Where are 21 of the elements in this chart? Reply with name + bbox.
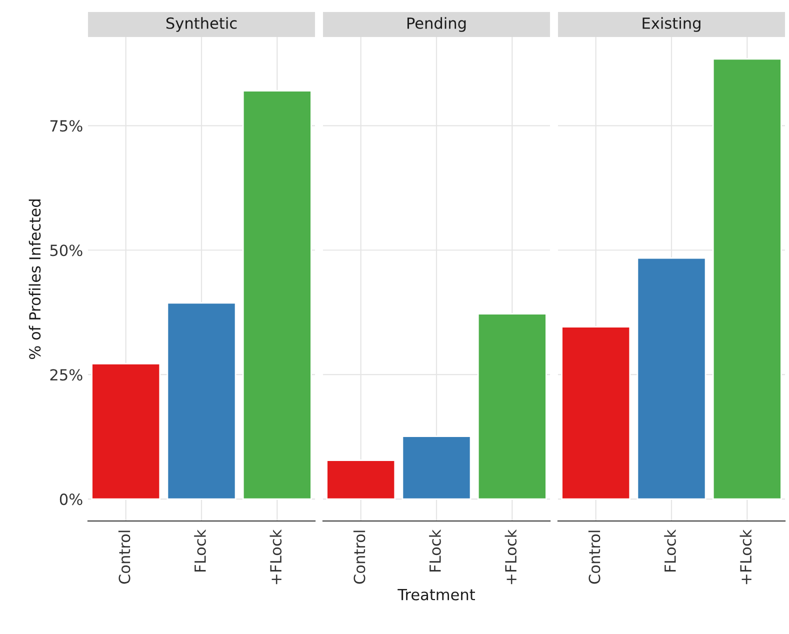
- chart-title: Existing: [642, 17, 700, 32]
- y-tick-label: 75%: [50, 120, 82, 132]
- x-tick-label: Control: [588, 530, 600, 584]
- x-tick-label: Control: [353, 530, 366, 584]
- y-axis-title: % of Profiles Infected: [28, 200, 41, 360]
- y-tick-label: 25%: [50, 369, 82, 381]
- bar: [91, 362, 161, 500]
- y-tick-label: 50%: [50, 244, 82, 256]
- x-tick-label: FLock: [664, 529, 676, 572]
- bar: [242, 90, 312, 500]
- x-axis-title: Treatment: [398, 589, 475, 600]
- y-tick-label: 0%: [60, 494, 82, 506]
- x-tick-label: +FLock: [270, 529, 282, 584]
- x-tick-label: Control: [118, 530, 130, 584]
- x-tick-label: FLock: [194, 529, 206, 572]
- bar: [166, 302, 236, 500]
- x-tick-label: FLock: [429, 529, 441, 572]
- x-tick-label: +FLock: [504, 529, 517, 584]
- x-tick-label: +FLock: [740, 529, 752, 584]
- chart-title: Pending: [407, 17, 466, 32]
- chart-title: Synthetic: [166, 17, 237, 32]
